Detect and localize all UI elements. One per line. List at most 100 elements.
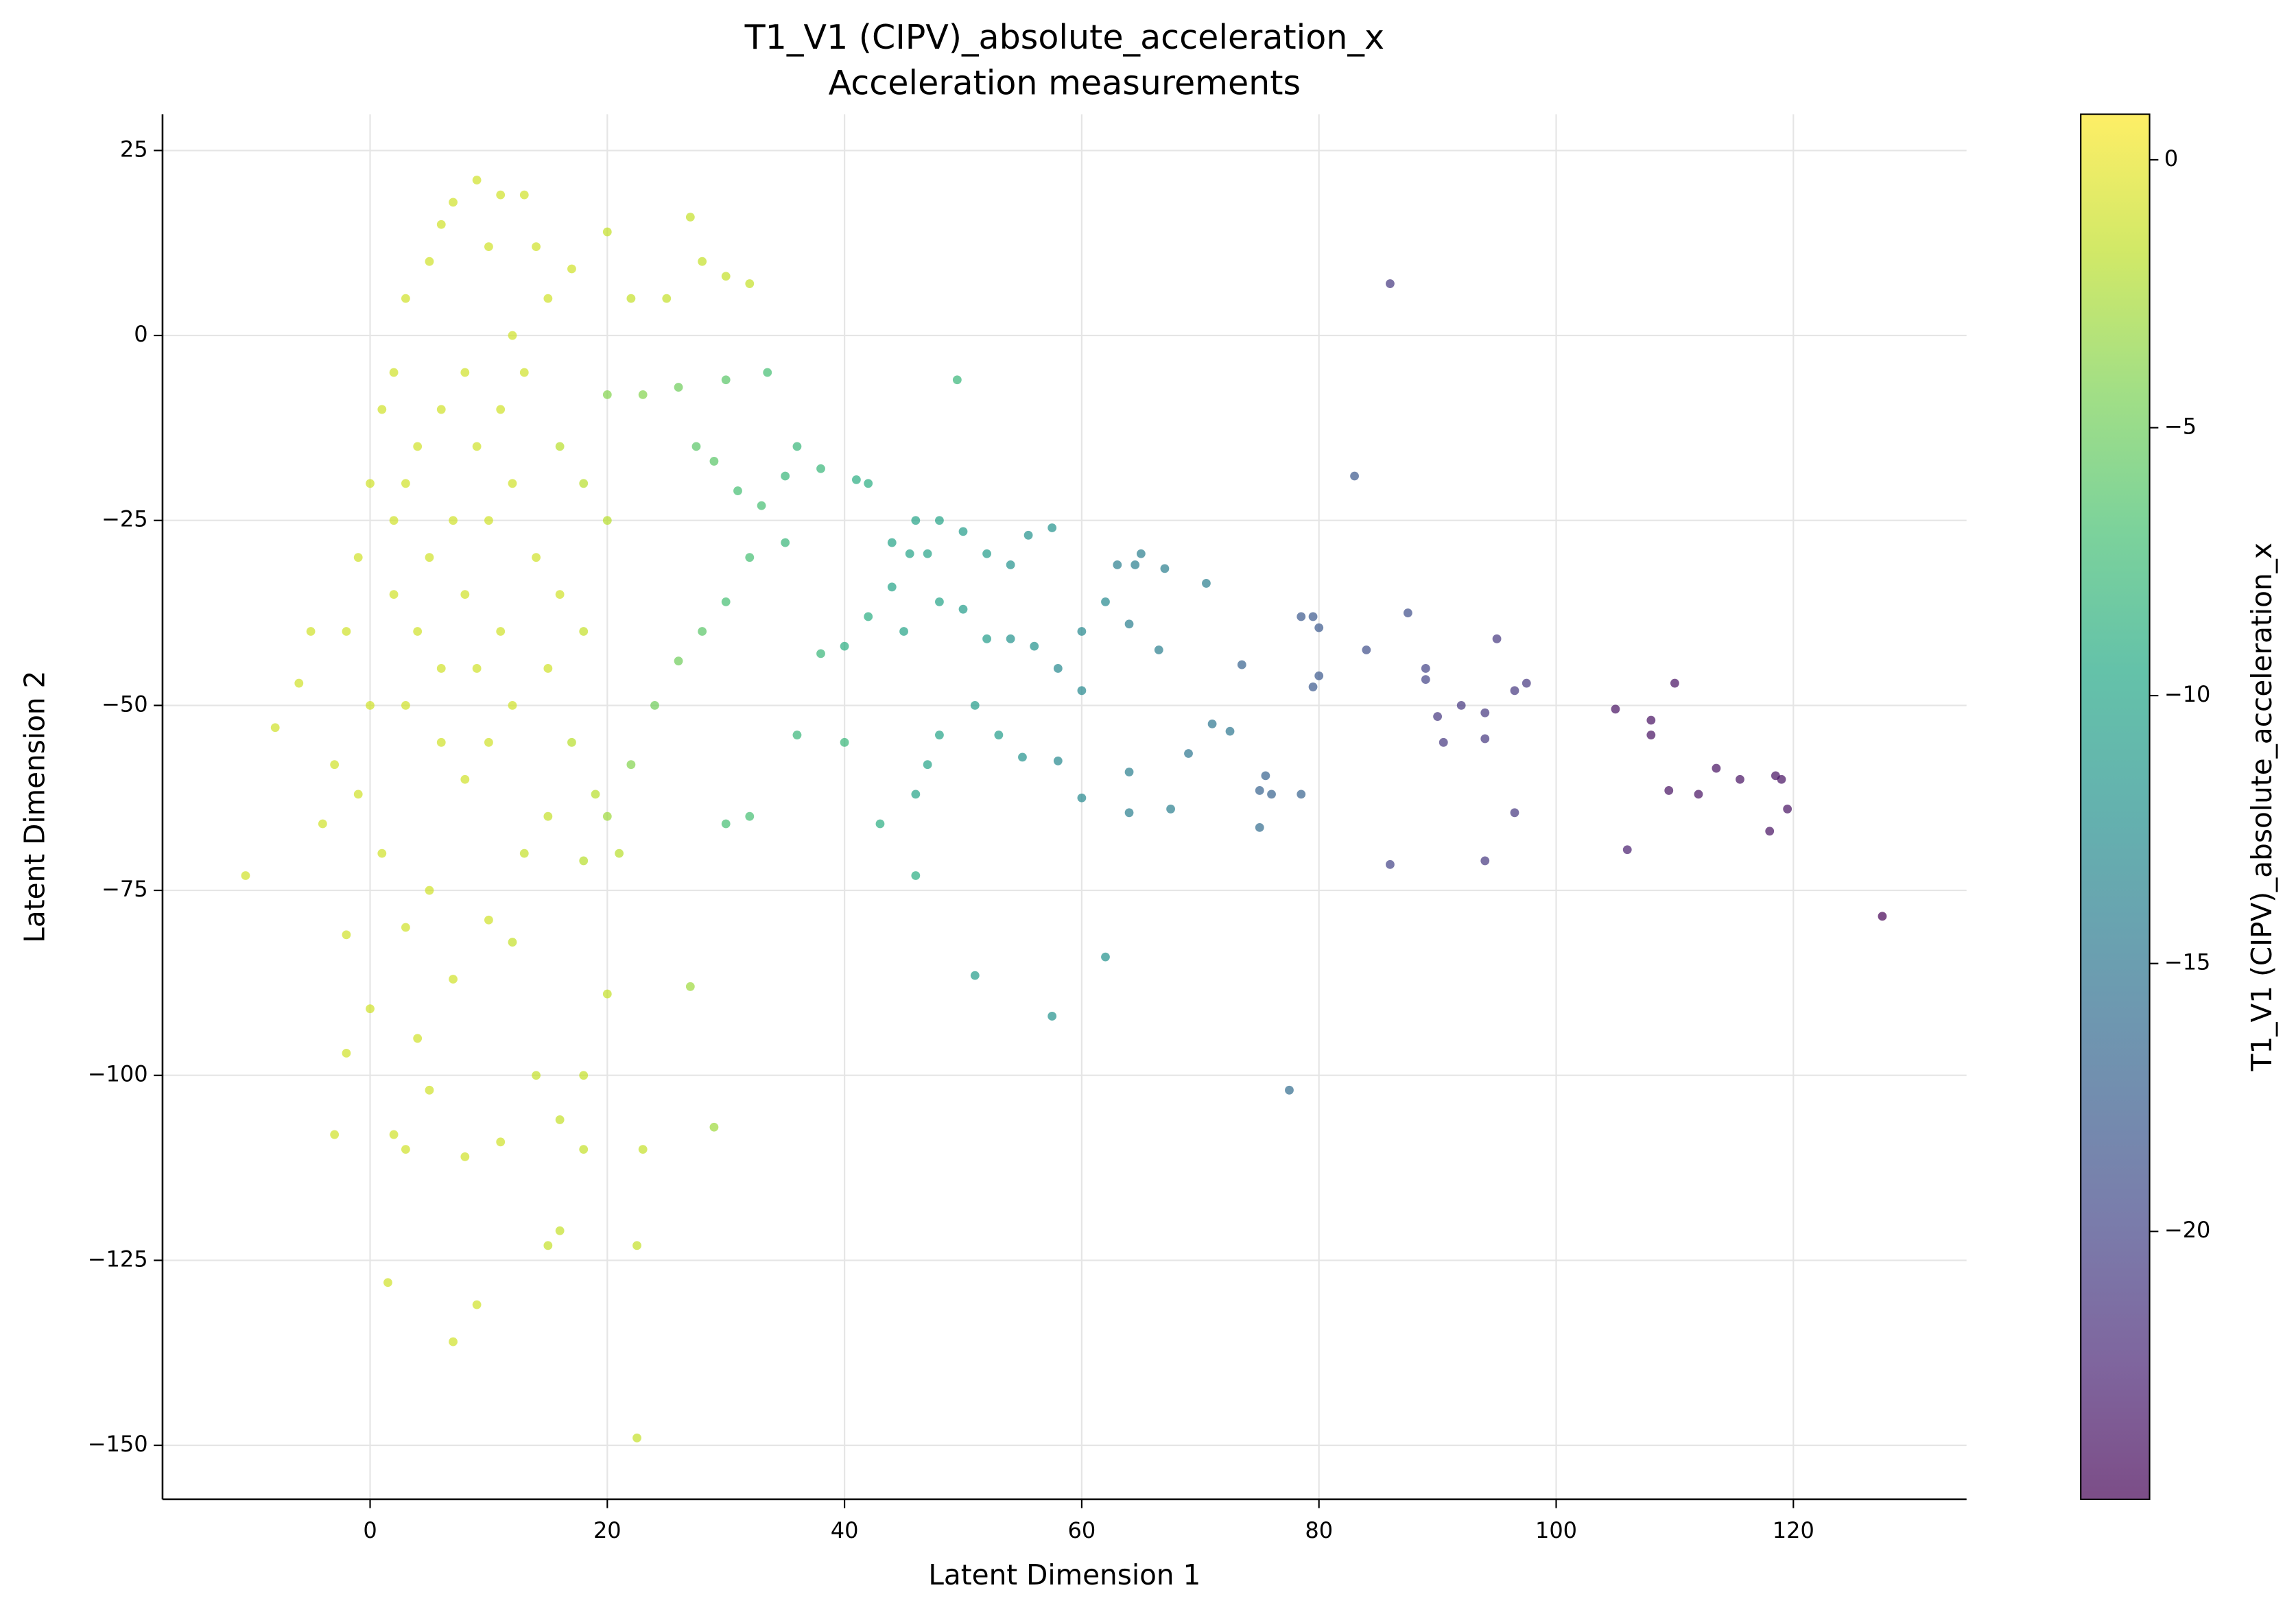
point bbox=[460, 590, 470, 600]
point bbox=[484, 915, 493, 925]
point bbox=[935, 516, 944, 525]
point bbox=[1101, 952, 1110, 962]
point bbox=[638, 390, 648, 399]
point bbox=[1261, 771, 1270, 781]
point bbox=[792, 442, 802, 451]
point bbox=[935, 597, 944, 606]
point bbox=[436, 219, 446, 229]
point bbox=[1783, 805, 1792, 814]
point bbox=[840, 737, 849, 747]
point bbox=[1386, 859, 1395, 869]
point bbox=[1077, 686, 1087, 696]
point bbox=[294, 678, 304, 688]
point bbox=[1184, 749, 1193, 758]
point bbox=[982, 634, 991, 643]
point bbox=[745, 811, 755, 821]
point bbox=[1403, 608, 1412, 617]
point bbox=[674, 383, 683, 392]
point bbox=[366, 1004, 375, 1014]
point bbox=[460, 368, 470, 377]
axes: 0 20 40 60 80 100 120−150−125−100−75−50−25025−… bbox=[88, 113, 2210, 1543]
point bbox=[1124, 808, 1134, 818]
point bbox=[342, 1048, 351, 1058]
point bbox=[1771, 771, 1780, 781]
point bbox=[1308, 683, 1318, 691]
y-tick-label: −75 bbox=[102, 876, 148, 902]
point bbox=[602, 516, 612, 525]
point bbox=[1670, 678, 1679, 688]
point bbox=[1202, 579, 1211, 588]
point bbox=[508, 479, 517, 488]
point bbox=[745, 279, 755, 288]
point bbox=[460, 1152, 470, 1161]
point bbox=[816, 649, 825, 658]
point bbox=[306, 627, 316, 636]
colorbar-tick-label: 0 bbox=[2164, 145, 2178, 171]
point bbox=[413, 627, 423, 636]
point bbox=[389, 516, 399, 525]
point bbox=[1207, 719, 1217, 728]
point bbox=[425, 553, 434, 562]
point bbox=[1510, 808, 1519, 818]
colorbar-tick-label: −5 bbox=[2164, 414, 2197, 440]
point bbox=[1237, 660, 1246, 669]
point bbox=[1166, 805, 1175, 814]
point bbox=[958, 604, 968, 614]
y-axis-label: Latent Dimension 2 bbox=[18, 671, 51, 943]
point bbox=[721, 375, 731, 385]
point bbox=[543, 1241, 553, 1250]
point bbox=[733, 486, 742, 495]
colorbar-label: T1_V1 (CIPV)_absolute_acceleration_x bbox=[2245, 543, 2278, 1071]
point bbox=[543, 664, 553, 673]
point bbox=[383, 1278, 392, 1287]
point bbox=[472, 442, 482, 451]
point bbox=[1018, 752, 1027, 762]
point bbox=[851, 475, 861, 484]
point bbox=[342, 930, 351, 940]
point bbox=[632, 1433, 641, 1443]
point bbox=[508, 938, 517, 947]
point bbox=[1048, 523, 1057, 532]
chart-subtitle: Acceleration measurements bbox=[829, 62, 1301, 102]
point bbox=[1285, 1085, 1294, 1095]
point bbox=[1308, 612, 1318, 621]
y-tick-label: 0 bbox=[134, 321, 147, 347]
point bbox=[401, 294, 410, 303]
point bbox=[330, 1130, 340, 1139]
point bbox=[887, 582, 897, 592]
point bbox=[763, 368, 772, 377]
point bbox=[1386, 279, 1395, 288]
point bbox=[1101, 597, 1110, 606]
point bbox=[935, 731, 944, 739]
point bbox=[555, 590, 565, 600]
point bbox=[1030, 641, 1039, 651]
x-tick-label: 40 bbox=[831, 1517, 859, 1543]
point bbox=[532, 553, 541, 562]
point bbox=[472, 176, 482, 185]
point bbox=[816, 464, 825, 473]
point bbox=[377, 405, 387, 414]
point bbox=[691, 442, 701, 451]
point bbox=[353, 790, 363, 799]
point bbox=[1297, 790, 1306, 799]
point bbox=[389, 1130, 399, 1139]
point bbox=[567, 737, 576, 747]
point bbox=[923, 549, 932, 558]
point bbox=[579, 1071, 589, 1080]
point bbox=[685, 213, 695, 222]
point bbox=[1255, 822, 1264, 832]
point bbox=[1439, 737, 1448, 747]
point bbox=[721, 272, 731, 281]
point bbox=[436, 664, 446, 673]
point bbox=[555, 1115, 565, 1124]
point bbox=[484, 242, 493, 252]
point bbox=[781, 471, 790, 481]
point bbox=[757, 501, 766, 510]
point bbox=[401, 700, 410, 710]
point bbox=[330, 760, 340, 770]
point bbox=[484, 516, 493, 525]
point bbox=[1113, 560, 1122, 569]
point bbox=[1522, 678, 1531, 688]
x-axis-label: Latent Dimension 1 bbox=[928, 1558, 1200, 1591]
